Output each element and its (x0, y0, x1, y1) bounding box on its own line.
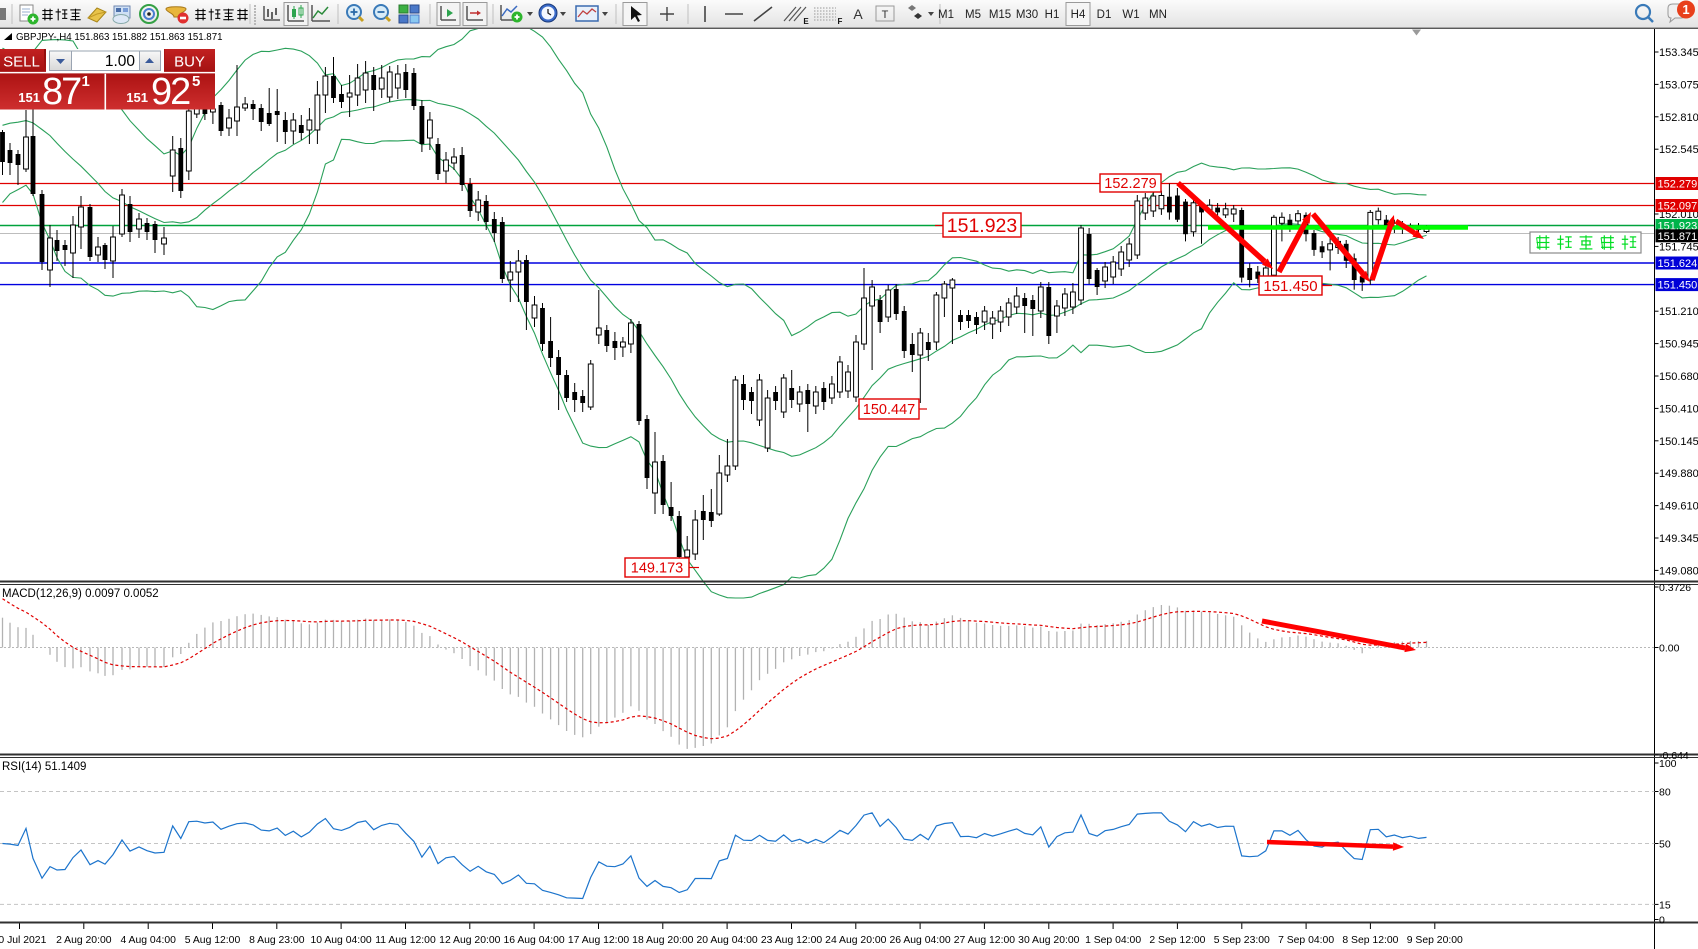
svg-text:80: 80 (1659, 787, 1671, 799)
svg-text:152.279: 152.279 (1658, 179, 1698, 191)
svg-text:87: 87 (42, 71, 81, 113)
svg-text:149.080: 149.080 (1659, 565, 1698, 577)
svg-text:D1: D1 (1097, 9, 1112, 21)
svg-text:BUY: BUY (174, 54, 205, 71)
svg-text:M30: M30 (1016, 9, 1038, 21)
svg-text:153.345: 153.345 (1659, 47, 1698, 59)
svg-text:151.450: 151.450 (1658, 280, 1698, 292)
svg-text:12 Aug 20:00: 12 Aug 20:00 (439, 935, 500, 946)
svg-text:151.624: 151.624 (1658, 258, 1698, 270)
svg-text:149.880: 149.880 (1659, 468, 1698, 480)
svg-text:16 Aug 04:00: 16 Aug 04:00 (503, 935, 564, 946)
svg-text:152.279: 152.279 (1104, 176, 1156, 192)
svg-text:SELL: SELL (3, 54, 40, 71)
svg-text:F: F (838, 17, 843, 26)
svg-text:1: 1 (82, 73, 90, 90)
svg-text:150.410: 150.410 (1659, 403, 1698, 415)
svg-text:149.345: 149.345 (1659, 533, 1698, 545)
svg-text:H1: H1 (1045, 9, 1060, 21)
svg-text:0: 0 (1659, 915, 1665, 927)
svg-text:H4: H4 (1071, 9, 1086, 21)
svg-text:0.3726: 0.3726 (1659, 582, 1691, 594)
svg-text:1 Sep 04:00: 1 Sep 04:00 (1085, 935, 1141, 946)
svg-text:18 Aug 20:00: 18 Aug 20:00 (632, 935, 693, 946)
svg-text:RSI(14) 51.1409: RSI(14) 51.1409 (2, 761, 86, 773)
svg-text:4 Aug 04:00: 4 Aug 04:00 (120, 935, 176, 946)
svg-text:8 Aug 23:00: 8 Aug 23:00 (249, 935, 305, 946)
svg-text:151.871: 151.871 (1658, 231, 1698, 243)
svg-text:153.075: 153.075 (1659, 79, 1698, 91)
svg-text:150.447: 150.447 (863, 402, 915, 418)
svg-text:150.945: 150.945 (1659, 339, 1698, 351)
svg-text:150.680: 150.680 (1659, 371, 1698, 383)
svg-text:27 Aug 12:00: 27 Aug 12:00 (954, 935, 1015, 946)
svg-text:30 Aug 20:00: 30 Aug 20:00 (1018, 935, 1079, 946)
svg-text:7 Sep 04:00: 7 Sep 04:00 (1278, 935, 1334, 946)
svg-text:92: 92 (151, 71, 190, 113)
svg-text:9 Sep 20:00: 9 Sep 20:00 (1407, 935, 1463, 946)
svg-text:5: 5 (192, 73, 200, 90)
svg-text:M1: M1 (938, 9, 954, 21)
svg-text:W1: W1 (1122, 9, 1139, 21)
svg-text:151.745: 151.745 (1659, 241, 1698, 253)
svg-text:MACD(12,26,9) 0.0097 0.0052: MACD(12,26,9) 0.0097 0.0052 (2, 588, 159, 600)
svg-text:M5: M5 (965, 9, 981, 21)
svg-text:20 Aug 04:00: 20 Aug 04:00 (696, 935, 757, 946)
svg-text:149.173: 149.173 (631, 561, 683, 577)
svg-text:24 Aug 20:00: 24 Aug 20:00 (825, 935, 886, 946)
svg-text:2 Aug 20:00: 2 Aug 20:00 (56, 935, 112, 946)
svg-text:151.210: 151.210 (1659, 306, 1698, 318)
svg-text:M15: M15 (989, 9, 1011, 21)
svg-text:0.00: 0.00 (1659, 643, 1680, 655)
svg-text:8 Sep 12:00: 8 Sep 12:00 (1342, 935, 1398, 946)
svg-text:-0.644: -0.644 (1659, 750, 1689, 762)
svg-text:151.450: 151.450 (1263, 278, 1317, 295)
svg-text:2 Sep 12:00: 2 Sep 12:00 (1149, 935, 1205, 946)
svg-text:E: E (803, 17, 809, 26)
svg-text:11 Aug 12:00: 11 Aug 12:00 (375, 935, 436, 946)
svg-text:151: 151 (18, 90, 40, 105)
svg-text:10 Aug 04:00: 10 Aug 04:00 (310, 935, 371, 946)
svg-text:152.810: 152.810 (1659, 112, 1698, 124)
svg-text:100: 100 (1659, 758, 1677, 770)
svg-text:150.145: 150.145 (1659, 436, 1698, 448)
svg-text:50: 50 (1659, 839, 1671, 851)
svg-text:151: 151 (126, 90, 148, 105)
svg-text:152.545: 152.545 (1659, 144, 1698, 156)
svg-text:17 Aug 12:00: 17 Aug 12:00 (568, 935, 629, 946)
svg-text:15: 15 (1659, 899, 1671, 911)
svg-text:149.610: 149.610 (1659, 501, 1698, 513)
svg-text:26 Aug 04:00: 26 Aug 04:00 (889, 935, 950, 946)
svg-text:23 Aug 12:00: 23 Aug 12:00 (761, 935, 822, 946)
svg-text:151.923: 151.923 (947, 215, 1018, 237)
svg-text:GBPJPY-,H4 151.863 151.882 15: GBPJPY-,H4 151.863 151.882 151.863 151.8… (16, 32, 222, 43)
svg-text:1: 1 (1682, 2, 1689, 17)
svg-text:30 Jul 2021: 30 Jul 2021 (0, 935, 47, 946)
svg-text:T: T (882, 9, 889, 21)
svg-text:A: A (853, 6, 863, 22)
svg-text:5 Sep 23:00: 5 Sep 23:00 (1214, 935, 1270, 946)
svg-text:5 Aug 12:00: 5 Aug 12:00 (185, 935, 241, 946)
svg-text:1.00: 1.00 (105, 53, 136, 70)
svg-text:152.097: 152.097 (1658, 201, 1698, 213)
svg-text:MN: MN (1149, 9, 1167, 21)
